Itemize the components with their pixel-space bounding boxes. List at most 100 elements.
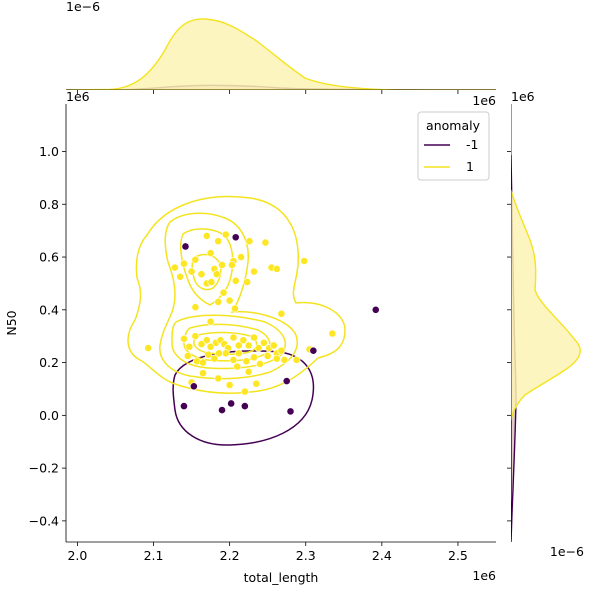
right-kde-pos-fill [511,189,581,421]
y-tick-label-7: 1.0 [39,144,59,159]
point-anomaly-pos-70 [280,356,289,364]
x-tick-label-3: 2.3 [296,548,316,563]
right-marginal-kde [511,104,581,542]
y-tick-label-6: 0.8 [39,197,59,212]
top-kde-pos-fill [66,18,496,90]
point-anomaly-pos-23 [231,276,240,285]
point-anomaly-pos-5 [170,263,179,272]
point-anomaly-pos-38 [197,340,206,349]
x-tick-label-1: 2.1 [144,548,164,563]
right-marginal-ticks [507,151,511,522]
point-anomaly-pos-79 [240,387,249,396]
point-anomaly-pos-74 [244,367,253,376]
point-anomaly-pos-17 [187,267,196,276]
point-anomaly-pos-12 [237,253,245,261]
right-marginal-top-offset-label: 1e6 [511,89,535,104]
y-tick-label-3: 0.2 [39,355,59,370]
point-anomaly-pos-61 [215,349,223,358]
point-anomaly-pos-80 [252,379,261,388]
point-anomaly-pos-47 [239,336,248,345]
point-anomaly-neg-9 [282,377,291,385]
point-anomaly-pos-67 [256,359,264,368]
point-anomaly-pos-71 [292,356,301,364]
contour-pos-2 [159,212,298,380]
point-anomaly-neg-8 [240,402,249,411]
point-anomaly-pos-26 [225,296,234,305]
point-anomaly-pos-16 [176,272,185,281]
legend-label-neg: -1 [466,137,478,152]
point-anomaly-pos-35 [180,334,188,343]
point-anomaly-pos-73 [233,362,242,371]
point-anomaly-neg-2 [371,305,380,314]
point-anomaly-pos-29 [231,304,239,313]
point-anomaly-pos-36 [185,342,194,351]
point-anomaly-neg-3 [309,346,318,355]
x-tick-label-0: 2.0 [67,548,87,563]
point-anomaly-neg-0 [181,242,190,251]
point-anomaly-pos-1 [214,237,223,246]
point-anomaly-pos-31 [277,309,286,318]
point-anomaly-pos-68 [263,352,272,360]
right-marginal-offset-label: 1e−6 [550,544,584,559]
point-anomaly-pos-22 [228,261,236,269]
legend: anomaly -1 1 [417,111,490,181]
point-anomaly-pos-40 [206,342,215,351]
point-anomaly-pos-27 [214,297,223,306]
x-axis-label: total_length [244,570,319,585]
top-marginal-ticks [77,90,459,94]
top-marginal-right-offset-label: 1e6 [472,93,496,108]
point-anomaly-pos-24 [243,278,252,286]
point-anomaly-pos-2 [221,230,230,239]
x-tick-label-2: 2.2 [220,548,240,563]
contour-pos-6 [193,331,258,356]
legend-label-pos: 1 [466,159,474,174]
point-anomaly-pos-7 [191,255,200,264]
contour-pos-outer [127,195,346,394]
legend-title: anomaly [426,118,481,133]
legend-box [417,111,490,181]
point-anomaly-pos-34 [144,344,153,352]
point-anomaly-neg-4 [189,382,198,391]
point-anomaly-pos-63 [229,356,238,364]
point-anomaly-pos-60 [210,354,219,363]
x-tick-label-5: 2.5 [448,548,468,563]
point-anomaly-pos-53 [269,341,278,350]
point-anomaly-pos-0 [202,232,211,240]
point-anomaly-pos-30 [191,303,200,312]
point-anomaly-pos-56 [183,352,192,360]
point-anomaly-pos-18 [197,270,206,279]
point-anomaly-pos-3 [245,237,254,246]
point-anomaly-pos-58 [199,358,207,367]
y-tick-label-4: 0.4 [39,302,59,317]
point-anomaly-pos-50 [254,344,263,352]
point-anomaly-pos-55 [277,346,286,355]
point-anomaly-pos-66 [250,353,258,362]
top-marginal-offset-label: 1e−6 [66,0,100,14]
point-anomaly-pos-15 [300,257,309,265]
point-anomaly-neg-6 [218,406,226,414]
x-tick-label-4: 2.4 [372,548,392,563]
scatter-points [144,230,380,416]
point-anomaly-pos-64 [234,349,243,358]
contour-neg [172,350,315,446]
point-anomaly-pos-28 [219,288,228,297]
point-anomaly-pos-14 [272,265,281,273]
y-tick-label-0: −0.4 [29,513,59,528]
point-anomaly-pos-37 [191,332,200,341]
x-offset-label: 1e6 [472,568,496,583]
point-anomaly-pos-25 [250,267,258,276]
x-ticks: 2.0 2.1 2.2 2.3 2.4 2.5 [67,542,468,563]
point-anomaly-neg-7 [227,399,236,408]
point-anomaly-pos-33 [328,329,337,338]
point-anomaly-pos-49 [250,333,258,342]
y-tick-label-1: −0.2 [29,461,59,476]
point-anomaly-pos-77 [214,374,223,383]
point-anomaly-pos-69 [272,354,281,363]
point-anomaly-pos-48 [244,341,253,350]
point-anomaly-pos-75 [199,369,207,378]
point-anomaly-pos-21 [212,270,221,279]
point-anomaly-pos-46 [234,341,243,350]
point-anomaly-pos-32 [206,317,215,326]
y-axis-label: N50 [4,310,19,335]
